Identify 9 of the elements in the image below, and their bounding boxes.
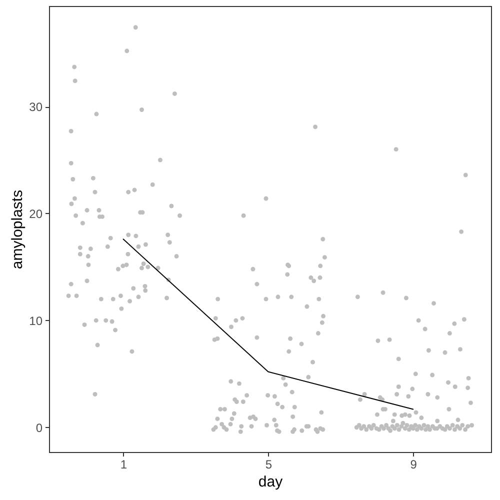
y-tick-label: 20 bbox=[29, 206, 43, 221]
x-axis-title: day bbox=[258, 474, 284, 490]
y-tick-label: 30 bbox=[29, 100, 43, 114]
y-axis-title: amyloplasts bbox=[9, 190, 26, 270]
x-tick-label: 5 bbox=[265, 458, 272, 472]
x-tick-label: 1 bbox=[120, 458, 128, 472]
y-tick-label: 0 bbox=[36, 420, 43, 435]
x-tick-label: 9 bbox=[410, 458, 418, 472]
y-tick-label: 10 bbox=[29, 314, 43, 328]
